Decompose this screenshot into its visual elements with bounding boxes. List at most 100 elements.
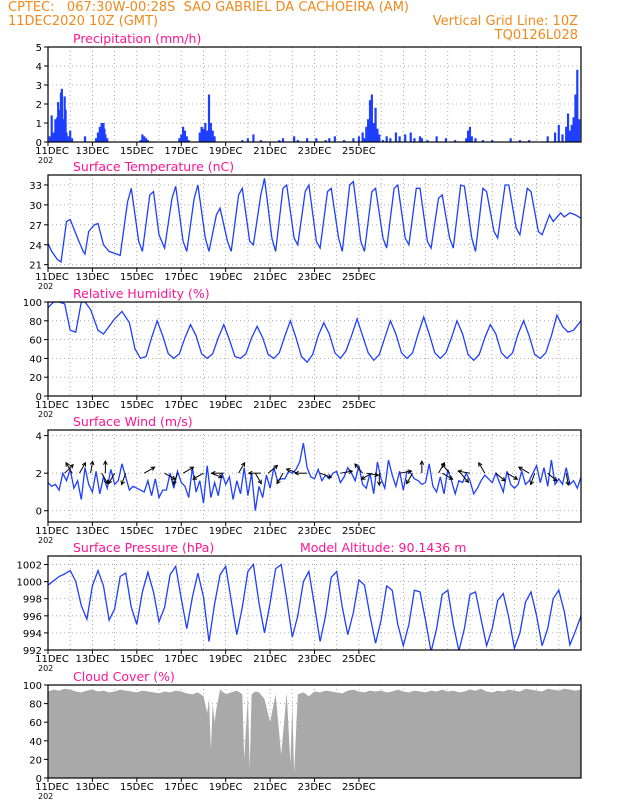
precip-bar bbox=[578, 119, 581, 142]
wind-arrow-head bbox=[374, 472, 380, 478]
precip-bar bbox=[404, 134, 407, 142]
x-tick-label: 17DEC bbox=[164, 782, 198, 793]
x-tick-label: 19DEC bbox=[209, 146, 243, 157]
precip-bar bbox=[296, 140, 299, 142]
precip-bar bbox=[324, 140, 327, 142]
precip-bar bbox=[418, 136, 422, 142]
y-tick-label: 994 bbox=[23, 629, 42, 640]
wind-arrow-head bbox=[348, 469, 354, 474]
x-tick-label: 25DEC bbox=[342, 146, 376, 157]
y-tick-label: 100 bbox=[23, 681, 42, 692]
precip-bar bbox=[144, 138, 148, 142]
x-year-label: 202 bbox=[38, 410, 53, 419]
wind-arrow bbox=[530, 473, 536, 485]
wind-arrow-head bbox=[257, 479, 262, 485]
y-tick-label: 80 bbox=[29, 317, 42, 328]
precip-bar bbox=[100, 123, 103, 142]
humidity-line bbox=[48, 302, 581, 364]
wind-arrow-head bbox=[285, 467, 291, 473]
precip-bar bbox=[69, 130, 72, 142]
x-tick-label: 21DEC bbox=[253, 654, 287, 665]
precip-bar bbox=[491, 140, 494, 142]
precip-bar bbox=[357, 136, 361, 142]
precip-bar bbox=[468, 126, 472, 142]
x-tick-label: 25DEC bbox=[342, 400, 376, 411]
wind-arrow bbox=[478, 462, 486, 474]
precip-bar bbox=[553, 132, 557, 142]
wind-arrow bbox=[182, 466, 194, 474]
wind-arrow-head bbox=[192, 475, 198, 480]
precip-bar bbox=[204, 123, 207, 142]
x-tick-label: 25DEC bbox=[342, 272, 376, 283]
wind-arrow bbox=[108, 472, 116, 484]
x-tick-label: 23DEC bbox=[298, 146, 332, 157]
precip-bar bbox=[67, 136, 70, 142]
plot-area bbox=[48, 442, 581, 511]
wind-arrow-head bbox=[276, 479, 281, 485]
wind-arrow bbox=[565, 473, 569, 486]
wind-arrow bbox=[267, 465, 278, 474]
wind-arrow-head bbox=[240, 461, 246, 467]
y-tick-label: 4 bbox=[36, 62, 42, 73]
precip-bar bbox=[106, 138, 109, 142]
x-tick-label: 19DEC bbox=[209, 654, 243, 665]
precip-bar bbox=[185, 136, 188, 142]
wind-arrow bbox=[172, 473, 179, 485]
y-tick-label: 80 bbox=[29, 700, 42, 711]
x-tick-label: 23DEC bbox=[298, 400, 332, 411]
y-tick-label: 30 bbox=[29, 201, 42, 212]
precip-bar bbox=[328, 138, 331, 142]
x-tick-label: 15DEC bbox=[120, 526, 154, 537]
wind-arrow bbox=[495, 472, 506, 482]
wind-arrow-head bbox=[565, 481, 571, 487]
panel-humidity: 0 20 40 60 80 100 11DEC 13DEC 15DEC 17DEC 19DEC 21D… bbox=[23, 286, 582, 419]
x-tick-label: 13DEC bbox=[76, 782, 110, 793]
precip-bar bbox=[385, 136, 388, 142]
precip-bar bbox=[394, 132, 398, 142]
precip-bar bbox=[376, 128, 379, 142]
wind-arrow-head bbox=[327, 473, 333, 479]
precip-bar bbox=[198, 132, 201, 142]
y-tick-label: 40 bbox=[29, 737, 42, 748]
y-tick-label: 60 bbox=[29, 718, 42, 729]
x-tick-label: 23DEC bbox=[298, 654, 332, 665]
precip-bar bbox=[281, 138, 285, 142]
precip-bar bbox=[509, 138, 512, 142]
precip-bar bbox=[70, 138, 74, 142]
precip-bar bbox=[435, 136, 438, 142]
y-tick-label: 996 bbox=[23, 612, 42, 623]
x-tick-label: 15DEC bbox=[120, 146, 154, 157]
wind-arrow-head bbox=[501, 476, 506, 482]
precip-bar bbox=[48, 136, 51, 142]
x-tick-label: 13DEC bbox=[76, 400, 110, 411]
x-tick-label: 13DEC bbox=[76, 654, 110, 665]
x-tick-label: 21DEC bbox=[253, 146, 287, 157]
y-tick-label: 0 bbox=[36, 138, 42, 149]
wind-arrow-head bbox=[406, 479, 411, 485]
x-tick-label: 11DEC bbox=[35, 654, 69, 665]
x-tick-label: 11DEC bbox=[35, 526, 69, 537]
y-tick-label: 2 bbox=[36, 100, 42, 111]
wind-arrow-head bbox=[407, 469, 413, 474]
wind-arrow bbox=[361, 472, 373, 480]
x-tick-label: 23DEC bbox=[298, 272, 332, 283]
precip-bar bbox=[413, 138, 416, 142]
y-tick-label: 2 bbox=[36, 469, 42, 480]
wind-arrow bbox=[399, 470, 412, 474]
precip-bar bbox=[518, 140, 522, 142]
panel-title: Surface Temperature (nC) bbox=[73, 159, 234, 174]
panel-frame bbox=[47, 429, 582, 523]
y-tick-label: 3 bbox=[36, 81, 42, 92]
wind-arrow-head bbox=[108, 479, 113, 485]
precip-bar bbox=[574, 94, 577, 142]
precip-bar bbox=[315, 138, 318, 142]
panel-annotation: Model Altitude: 90.1436 m bbox=[300, 540, 466, 555]
wind-arrow bbox=[238, 462, 246, 474]
x-year-label: 202 bbox=[38, 282, 53, 291]
wind-arrow-head bbox=[172, 480, 177, 486]
wind-arrow-head bbox=[552, 476, 558, 482]
wind-arrow bbox=[254, 472, 262, 484]
x-tick-label: 13DEC bbox=[76, 272, 110, 283]
wind-arrow-head bbox=[419, 460, 425, 465]
